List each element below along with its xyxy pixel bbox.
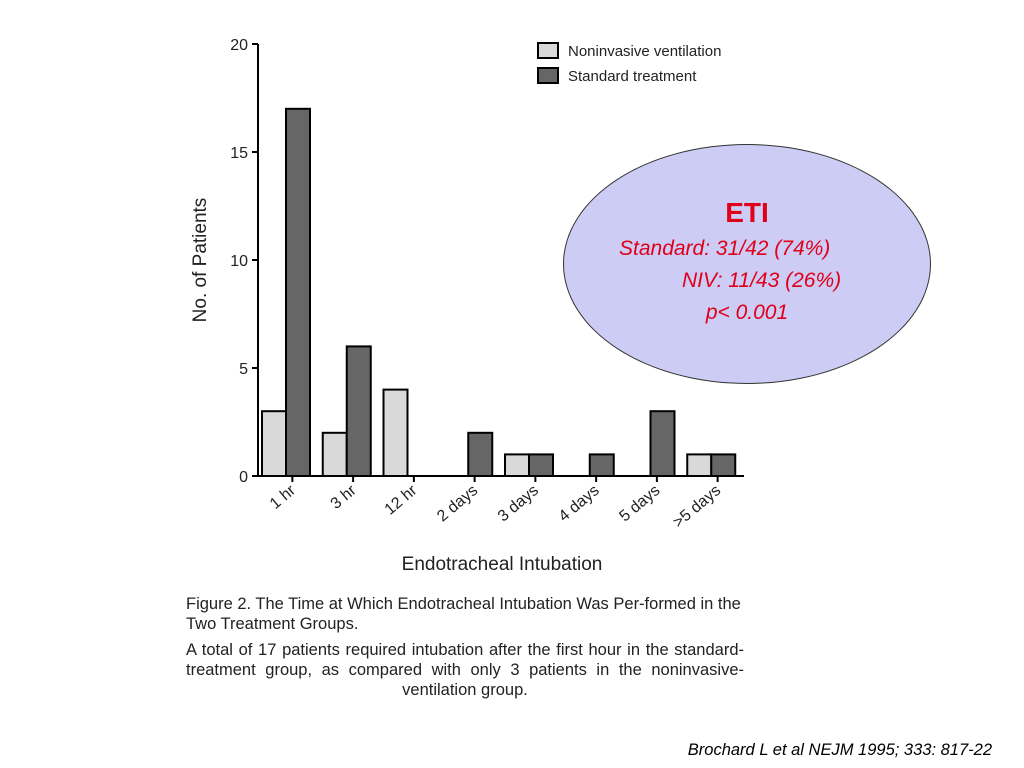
x-tick-label: 2 days — [434, 482, 481, 525]
citation: Brochard L et al NEJM 1995; 333: 817-22 — [687, 741, 992, 759]
bar-standard-5 — [588, 453, 615, 477]
x-tick-label: 1 hr — [267, 482, 300, 513]
bar-standard-7 — [710, 453, 737, 477]
bar-chart: 1 hr 3 hr 12 hr 2 days 3 days 4 days 5 days >5 … — [190, 37, 744, 575]
y-tick-label: 20 — [230, 37, 248, 54]
legend-label-niv: Noninvasive ventilation — [568, 43, 721, 60]
bar-standard-3 — [467, 431, 494, 477]
eti-summary-ellipse: ETI Standard: 31/42 (74%) NIV: 11/43 (26… — [563, 144, 931, 384]
legend: Noninvasive ventilation Standard treatmen… — [537, 42, 721, 85]
bar-niv-2 — [382, 388, 409, 478]
y-tick-label: 0 — [239, 469, 248, 486]
eti-title: ETI — [725, 197, 769, 228]
eti-p-value: p< 0.001 — [705, 301, 789, 324]
caption-body: A total of 17 patients required intubati… — [186, 641, 744, 699]
bar-standard-0 — [285, 107, 311, 478]
bar-niv-0 — [261, 410, 287, 478]
bar-niv-4 — [504, 453, 530, 477]
legend-swatch-niv — [537, 42, 559, 59]
x-tick-labels: 1 hr 3 hr 12 hr 2 days 3 days 4 days 5 days >5 … — [267, 482, 724, 532]
y-tick-label: 5 — [239, 361, 248, 378]
y-tick-labels: 0 5 10 15 20 — [230, 37, 248, 486]
axes-layer — [252, 43, 744, 482]
y-tick-label: 15 — [230, 145, 248, 162]
bar-niv-1 — [321, 431, 348, 477]
x-tick-label: 4 days — [556, 482, 603, 525]
legend-swatch-standard — [537, 67, 559, 84]
x-tick-label: 3 days — [495, 482, 542, 525]
bar-standard-1 — [345, 345, 372, 477]
y-tick-label: 10 — [230, 253, 248, 270]
eti-standard: Standard: 31/42 (74%) — [619, 237, 831, 260]
caption-title: Figure 2. The Time at Which Endotracheal… — [186, 595, 741, 633]
eti-niv: NIV: 11/43 (26%) — [682, 269, 842, 292]
figure-caption: Figure 2. The Time at Which Endotracheal… — [186, 594, 744, 700]
x-axis-title: Endotracheal Intubation — [402, 554, 603, 575]
bar-standard-4 — [528, 453, 554, 477]
x-tick-label: 3 hr — [328, 482, 361, 513]
x-tick-label: 12 hr — [382, 482, 421, 519]
legend-label-standard: Standard treatment — [568, 68, 697, 85]
bars-layer — [261, 107, 737, 478]
x-tick-label: 5 days — [616, 482, 663, 525]
y-axis-title: No. of Patients — [190, 198, 211, 323]
x-tick-label: >5 days — [670, 482, 724, 531]
bar-standard-6 — [649, 410, 676, 478]
bar-niv-7 — [686, 453, 713, 477]
